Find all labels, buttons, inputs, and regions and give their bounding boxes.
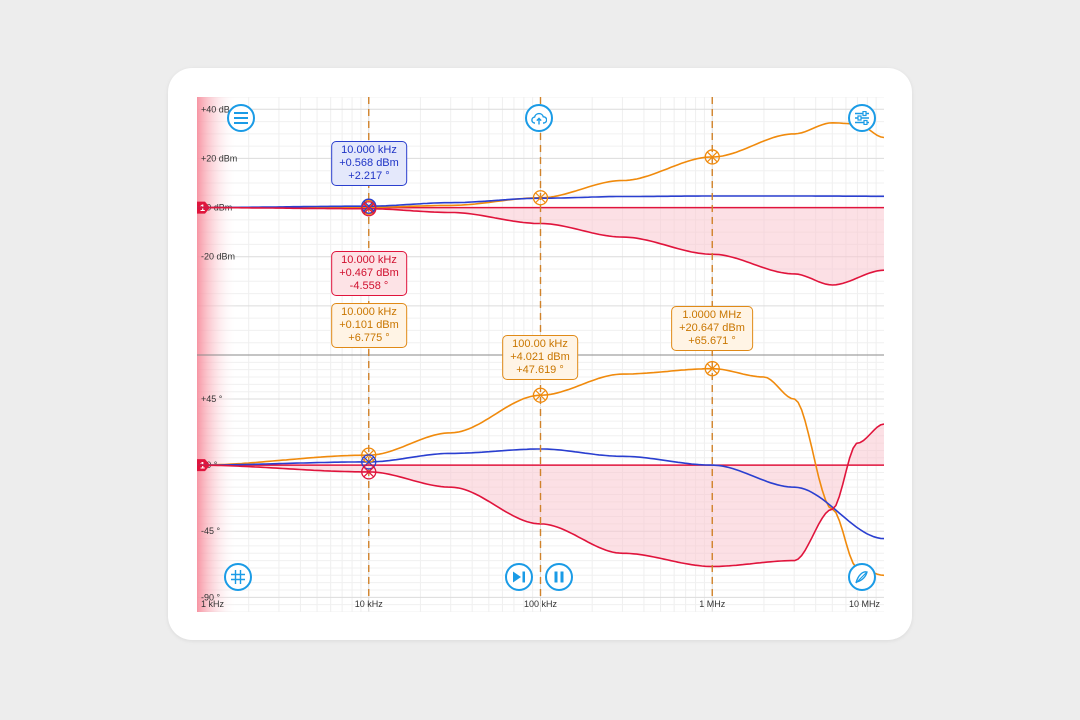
marker-readout-line: +0.101 dBm <box>339 319 399 331</box>
marker-readout-line: +20.647 dBm <box>679 322 745 334</box>
y-tick-label: -45 ° <box>201 526 221 536</box>
probe-button[interactable] <box>848 563 876 591</box>
x-tick-label: 1 kHz <box>201 599 225 609</box>
marker-point-cross <box>363 201 375 213</box>
marker-point[interactable] <box>704 361 720 377</box>
marker-readout-line: -4.558 ° <box>349 280 389 292</box>
step-button[interactable] <box>505 563 533 591</box>
marker-readout-orange-10k[interactable]: 10.000 kHz +0.101 dBm +6.775 ° <box>331 303 407 348</box>
marker-point[interactable] <box>361 454 377 470</box>
marker-point-cross <box>535 389 546 401</box>
x-tick-label: 1 MHz <box>699 599 726 609</box>
pause-icon <box>554 571 564 583</box>
grid-button[interactable] <box>224 563 252 591</box>
marker-readout-line: 10.000 kHz <box>341 144 397 156</box>
marker-point[interactable] <box>361 464 377 480</box>
x-tick-label: 10 MHz <box>849 599 881 609</box>
marker-readout-line: +6.775 ° <box>348 332 390 344</box>
settings-button[interactable] <box>848 104 876 132</box>
y-tick-label: +20 dBm <box>201 153 237 163</box>
skip-forward-icon <box>513 571 525 583</box>
menu-button[interactable] <box>227 104 255 132</box>
marker-readout-line: +65.671 ° <box>688 335 736 347</box>
marker-point-cross <box>535 192 546 204</box>
marker-readout-line: 1.0000 MHz <box>682 309 742 321</box>
y-tick-label: -20 dBm <box>201 252 235 262</box>
reference-deviation-fill <box>197 207 884 285</box>
y-tick-label: +40 dB <box>201 104 230 114</box>
marker-readout-line: +4.021 dBm <box>510 351 570 363</box>
marker-point-cross <box>363 203 375 215</box>
marker-point-cross <box>706 363 718 375</box>
marker-readout-line: +47.619 ° <box>516 364 564 376</box>
marker-readout-line: 100.00 kHz <box>512 338 568 350</box>
probe-icon <box>855 571 868 584</box>
marker-point[interactable] <box>532 387 549 403</box>
marker-readout-line: 10.000 kHz <box>341 306 397 318</box>
marker-readout-orange-1M[interactable]: 1.0000 MHz +20.647 dBm +65.671 ° <box>671 306 753 351</box>
marker-point-cross <box>363 466 375 478</box>
x-tick-label: 100 kHz <box>524 599 558 609</box>
grid-icon <box>231 570 245 584</box>
sliders-icon <box>855 111 869 125</box>
marker-readout-line: +0.568 dBm <box>339 157 399 169</box>
marker-readout-line: +2.217 ° <box>348 170 390 182</box>
y-tick-label: +45 ° <box>201 394 223 404</box>
left-edge-band <box>197 97 237 355</box>
menu-icon <box>234 112 248 124</box>
cloud-upload-icon <box>531 112 547 124</box>
marker-readout-blue-10k[interactable]: 10.000 kHz +0.568 dBm +2.217 ° <box>331 141 407 186</box>
marker-readout-orange-100k[interactable]: 100.00 kHz +4.021 dBm +47.619 ° <box>502 335 578 380</box>
marker-point[interactable] <box>532 190 549 206</box>
marker-point[interactable] <box>704 149 720 165</box>
pause-button[interactable] <box>545 563 573 591</box>
marker-readout-red-10k[interactable]: 10.000 kHz +0.467 dBm -4.558 ° <box>331 251 407 296</box>
marker-point-cross <box>706 151 718 163</box>
y-tick-label: -90 ° <box>201 592 221 602</box>
marker-point[interactable] <box>361 201 377 217</box>
x-tick-label: 10 kHz <box>355 599 384 609</box>
marker-readout-line: +0.467 dBm <box>339 267 399 279</box>
marker-readout-line: 10.000 kHz <box>341 254 397 266</box>
cloud-upload-button[interactable] <box>525 104 553 132</box>
